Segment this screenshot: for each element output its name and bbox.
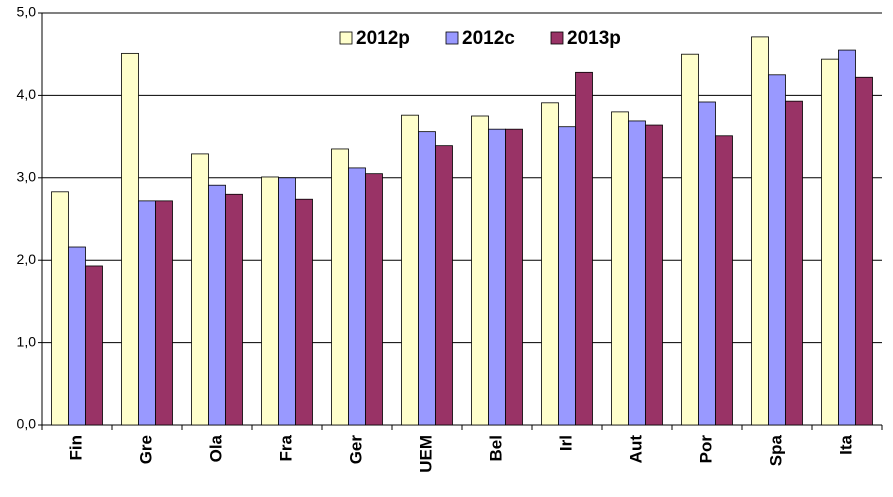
bar [645,124,663,426]
bar [225,193,243,426]
y-tick-label: 2,0 [17,251,37,267]
bar [838,49,856,426]
x-tick-label: Spa [766,434,785,466]
legend-swatch [445,31,459,45]
bar [715,135,733,426]
bar [611,111,629,426]
bar [821,58,839,426]
bar [51,191,69,426]
y-tick-label: 1,0 [17,333,37,349]
bar [331,148,349,426]
bar [191,153,209,426]
bar [121,52,139,426]
legend-label: 2012p [356,28,410,49]
bar [365,173,383,426]
x-tick-label: UEM [416,435,435,473]
x-tick-label: Ola [206,434,225,462]
bar [401,114,419,426]
bar [575,71,593,426]
bar [295,198,313,426]
bar [541,102,559,426]
bar [855,76,873,426]
bar [751,36,769,426]
x-tick-label: Por [696,435,715,464]
bar [471,115,489,426]
legend-swatch [339,31,353,45]
bar [698,101,716,426]
bar [628,120,646,426]
x-tick-label: Ger [346,435,365,465]
bar [348,167,366,426]
x-tick-label: Bel [486,435,505,461]
bar [558,126,576,426]
x-tick-label: Irl [556,435,575,451]
x-tick-label: Aut [626,435,645,464]
bar [208,184,226,426]
bar [785,100,803,426]
y-tick-label: 0,0 [17,416,37,432]
x-tick-label: Ita [836,434,855,454]
y-tick-label: 3,0 [17,169,37,185]
y-tick-label: 5,0 [17,4,37,20]
bar [278,177,296,426]
bar [505,128,523,426]
x-tick-label: Fra [276,434,295,461]
legend-label: 2013p [567,28,621,49]
x-tick-label: Fin [66,435,85,461]
bar [488,128,506,426]
legend-swatch [550,31,564,45]
bar [435,145,453,426]
bar [138,200,156,426]
bar [418,131,436,426]
bar [261,176,279,426]
bar [768,74,786,426]
legend-label: 2012c [462,28,515,49]
bar [681,53,699,426]
bar [85,265,103,426]
bar [68,246,86,426]
bar [155,200,173,426]
y-tick-label: 4,0 [17,86,37,102]
x-tick-label: Gre [136,435,155,464]
